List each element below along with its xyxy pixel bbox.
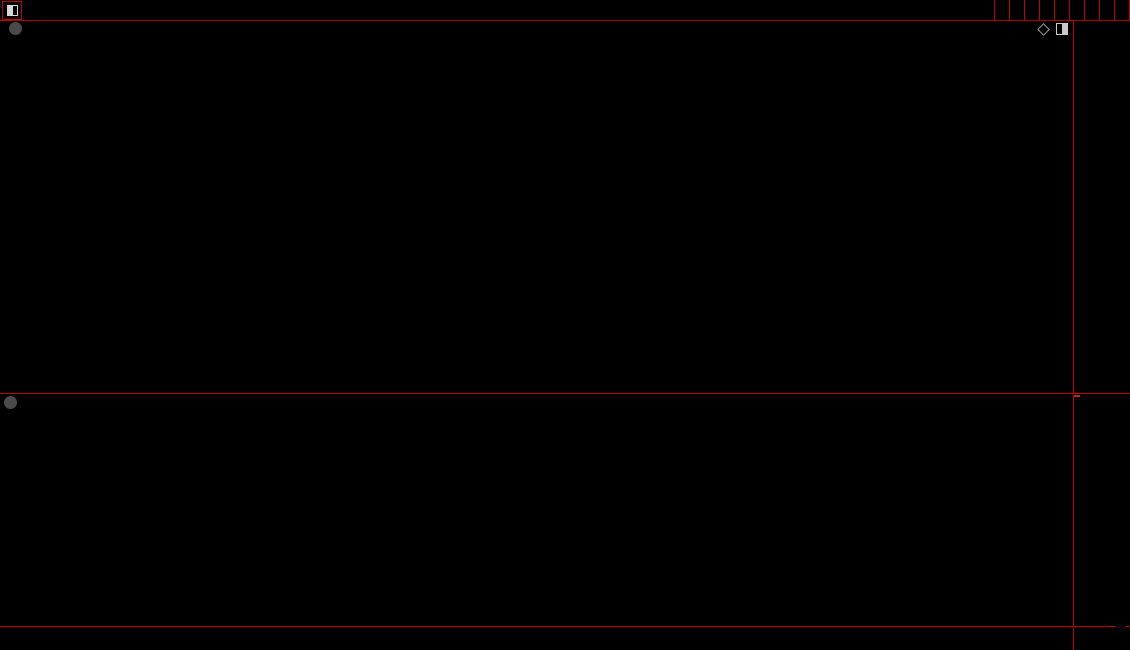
indicator-value-tag xyxy=(1074,395,1080,397)
candlestick-canvas xyxy=(0,21,1073,393)
axis-corner xyxy=(1074,628,1130,650)
price-pane-header xyxy=(4,22,22,35)
toolbar-spacer xyxy=(186,0,994,20)
indicator-pane-header xyxy=(4,396,27,409)
watermark xyxy=(1116,626,1126,629)
diamond-icon[interactable] xyxy=(1037,22,1050,36)
date-x-axis xyxy=(0,628,1074,650)
button-biaoji[interactable] xyxy=(1084,0,1099,20)
price-y-axis xyxy=(1074,21,1130,394)
button-huaxian[interactable] xyxy=(1054,0,1069,20)
split-panel-icon xyxy=(6,5,18,16)
period-tab-group xyxy=(0,0,186,20)
button-diejia[interactable] xyxy=(1009,0,1024,20)
indicator-canvas xyxy=(0,395,1073,626)
chevron-down-icon[interactable] xyxy=(4,396,17,409)
button-fuquan[interactable] xyxy=(994,0,1009,20)
indicator-y-axis xyxy=(1074,395,1130,627)
price-chart-pane[interactable] xyxy=(0,21,1074,394)
chevron-down-icon[interactable] xyxy=(9,22,22,35)
top-toolbar xyxy=(0,0,1130,21)
button-add-watchlist[interactable] xyxy=(1099,0,1114,20)
button-tongji[interactable] xyxy=(1039,0,1054,20)
button-back[interactable] xyxy=(1114,0,1130,20)
chart-frame xyxy=(0,21,1130,650)
button-f10[interactable] xyxy=(1069,0,1084,20)
split-panel-icon[interactable] xyxy=(1056,23,1068,35)
layout-toggle-button[interactable] xyxy=(2,1,22,20)
action-button-group xyxy=(994,0,1130,20)
indicator-chart-pane[interactable] xyxy=(0,395,1074,627)
button-duogu[interactable] xyxy=(1024,0,1039,20)
price-pane-icons xyxy=(1037,22,1068,36)
